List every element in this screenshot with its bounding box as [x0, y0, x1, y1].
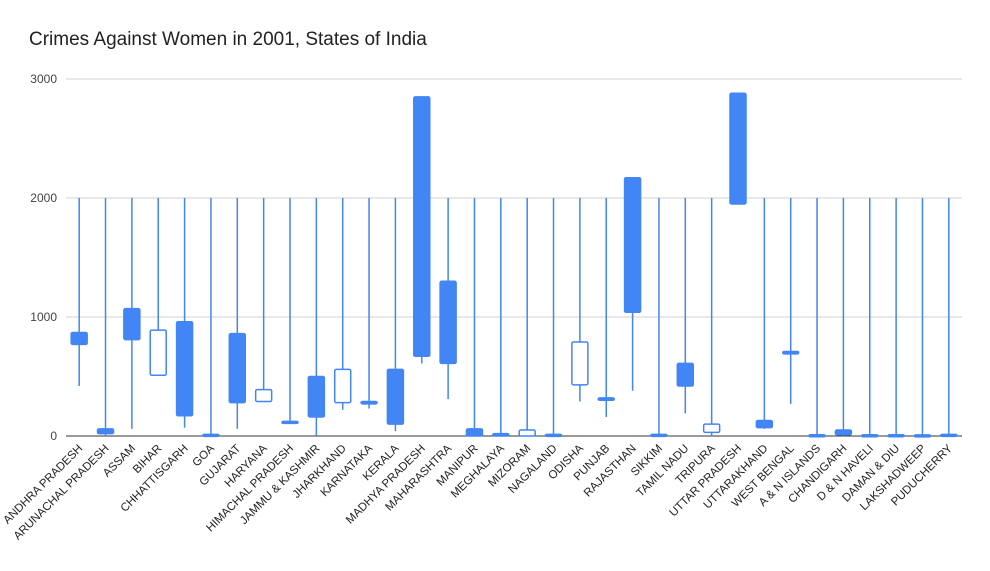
- candle: [96, 198, 115, 436]
- y-tick-label: 3000: [30, 72, 57, 86]
- candle: [439, 198, 457, 400]
- candle-body: [228, 332, 247, 404]
- candle-body: [650, 433, 668, 438]
- candle-body: [623, 177, 642, 313]
- candle: [360, 198, 378, 409]
- candle-body: [861, 433, 879, 438]
- candle-body: [439, 280, 457, 365]
- candle-body: [465, 428, 484, 437]
- candle-body: [544, 433, 563, 438]
- candle: [123, 198, 141, 429]
- candle: [808, 198, 826, 438]
- candle: [333, 198, 352, 410]
- candle-body: [70, 331, 88, 346]
- candle: [650, 198, 668, 438]
- candle: [281, 198, 299, 425]
- candle: [307, 198, 326, 436]
- candle: [623, 177, 642, 391]
- candle: [386, 198, 405, 432]
- candle: [676, 198, 695, 414]
- candle-body: [149, 329, 167, 377]
- candle: [755, 198, 774, 429]
- candle-body: [571, 341, 589, 386]
- candle: [571, 198, 589, 402]
- candle-body: [307, 375, 326, 418]
- candle-body: [834, 429, 853, 436]
- candle-body: [96, 428, 115, 435]
- candle: [834, 198, 853, 436]
- candle: [518, 198, 536, 437]
- candle: [702, 198, 721, 436]
- candle: [202, 198, 220, 438]
- candle: [413, 96, 431, 364]
- candle-body: [518, 429, 536, 437]
- candle: [781, 198, 800, 404]
- candle: [228, 198, 247, 429]
- chart-title: Crimes Against Women in 2001, States of …: [29, 29, 427, 50]
- candle: [254, 198, 273, 403]
- candle-body: [781, 350, 800, 355]
- candle-body: [386, 368, 405, 425]
- candle-body: [123, 307, 141, 341]
- candle-body: [940, 433, 958, 438]
- candle: [465, 198, 484, 437]
- candle: [149, 198, 167, 377]
- candle-body: [175, 321, 194, 417]
- candle-body: [333, 368, 352, 404]
- y-tick-label: 0: [50, 429, 57, 443]
- candle-body: [360, 400, 378, 405]
- candle: [492, 198, 510, 437]
- y-axis-ticks: 0 1000 2000 3000: [30, 72, 57, 443]
- y-tick-label: 1000: [30, 310, 57, 324]
- candle-body: [729, 92, 747, 205]
- candle: [544, 198, 563, 438]
- gridlines: [66, 78, 962, 437]
- candle-body: [254, 388, 273, 403]
- y-tick-label: 2000: [30, 191, 57, 205]
- candle: [729, 92, 747, 205]
- candle-body: [413, 96, 431, 358]
- candle-body: [913, 434, 932, 438]
- candle-body: [202, 433, 220, 438]
- candle-body: [887, 433, 905, 438]
- candle-body: [808, 433, 826, 438]
- candle-body: [281, 420, 299, 425]
- candle-body: [702, 423, 721, 434]
- candle: [861, 198, 879, 438]
- candle-body: [492, 432, 510, 437]
- candle: [887, 198, 905, 438]
- candle-body: [597, 397, 615, 402]
- candle: [175, 198, 194, 428]
- candle: [70, 198, 88, 387]
- candles: [70, 92, 958, 438]
- candle: [940, 198, 958, 438]
- candle: [597, 198, 615, 417]
- candle-body: [676, 362, 695, 387]
- candle-body: [755, 419, 774, 429]
- candle: [913, 198, 932, 438]
